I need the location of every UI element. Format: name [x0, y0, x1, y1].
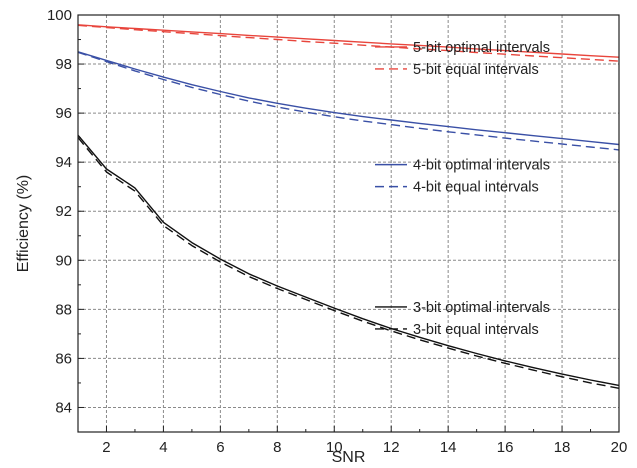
y-tick-label: 94 — [55, 154, 72, 171]
axis-ticks: 2 4 6 8 10 12 14 16 18 20 84 86 88 90 92 94 96 98 100 — [47, 7, 627, 456]
series-line-2 — [77, 24, 620, 62]
y-tick-label: 96 — [55, 105, 72, 122]
x-tick-label: 12 — [383, 439, 400, 456]
x-axis-label: SNR — [332, 449, 366, 466]
y-tick-label: 86 — [55, 350, 72, 367]
x-tick-label: 6 — [216, 439, 224, 456]
series-lines — [77, 24, 620, 389]
legend-entry-label: 5-bit equal intervals — [413, 62, 539, 78]
series-line-3 — [77, 51, 620, 146]
y-tick-label: 90 — [55, 252, 72, 269]
plot-frame — [77, 14, 620, 433]
y-tick-label: 92 — [55, 203, 72, 220]
x-tick-label: 10 — [326, 439, 343, 456]
legend-entry-label: 4-bit equal intervals — [413, 180, 539, 196]
y-tick-label: 100 — [47, 7, 72, 24]
series-line-5 — [77, 134, 620, 387]
x-tick-label: 8 — [273, 439, 281, 456]
x-tick-label: 14 — [440, 439, 457, 456]
x-tick-label: 18 — [554, 439, 571, 456]
y-tick-label: 88 — [55, 301, 72, 318]
legend-entry-label: 3-bit equal intervals — [413, 322, 539, 338]
y-tick-label: 84 — [55, 399, 72, 416]
x-tick-label: 2 — [102, 439, 110, 456]
legend-entry-label: 5-bit optimal intervals — [413, 40, 550, 56]
legend-entry-label: 3-bit optimal intervals — [413, 300, 550, 316]
y-tick-label: 98 — [55, 56, 72, 73]
series-line-6 — [77, 137, 620, 389]
x-tick-label: 16 — [497, 439, 514, 456]
series-line-1 — [77, 24, 620, 58]
legend: 5-bit optimal intervals 5-bit equal inter… — [375, 40, 550, 338]
legend-entry-label: 4-bit optimal intervals — [413, 158, 550, 174]
x-tick-label: 20 — [611, 439, 628, 456]
y-axis-label: Efficiency (%) — [15, 175, 32, 273]
x-tick-label: 4 — [159, 439, 167, 456]
